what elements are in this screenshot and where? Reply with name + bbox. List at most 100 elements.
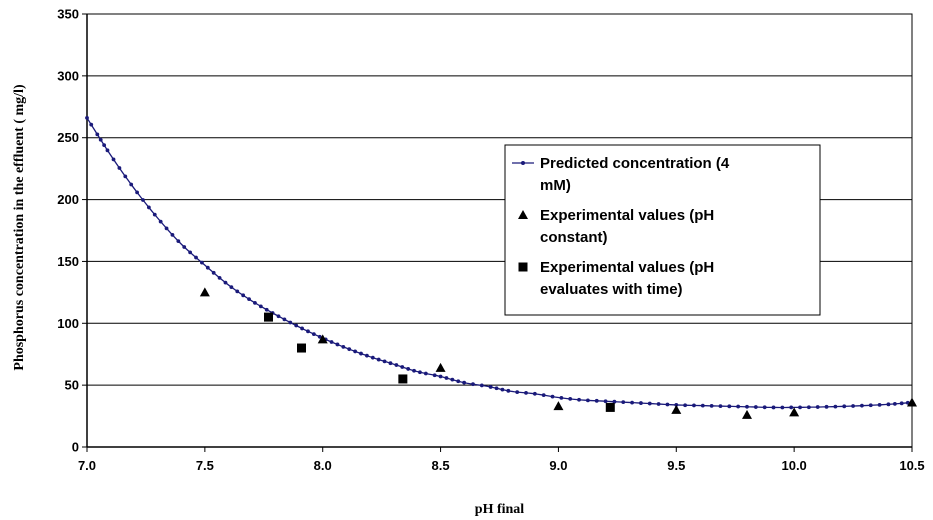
y-axis-title: Phosphorus concentration in the effluent…	[12, 84, 27, 371]
predicted-concentration-point	[621, 400, 626, 405]
experimental-varying-ph-square	[605, 402, 615, 412]
predicted-concentration-point	[568, 397, 573, 401]
predicted-concentration-point	[306, 329, 310, 334]
predicted-concentration-point	[182, 245, 187, 249]
predicted-concentration-point	[630, 400, 634, 405]
predicted-concentration-point	[229, 285, 234, 290]
ticks-layer: 0 50 100 150 200 250 300 350 7.0 7.5 8.0 8.5 9.0 9.5 1…	[57, 7, 924, 474]
predicted-concentration-point	[471, 382, 475, 387]
predicted-concentration-point	[762, 405, 767, 410]
predicted-concentration-point	[683, 403, 688, 408]
x-tick-label: 8.5	[432, 458, 450, 473]
predicted-concentration-point	[412, 368, 416, 373]
predicted-concentration-point	[709, 403, 714, 408]
x-tick-label: 9.5	[667, 458, 685, 473]
predicted-concentration-point	[550, 394, 555, 399]
predicted-concentration-point	[736, 404, 741, 409]
experimental-constant-ph-triangle	[671, 404, 682, 414]
x-tick-label: 10.5	[899, 458, 924, 473]
predicted-concentration-point	[141, 198, 145, 202]
predicted-concentration-point	[400, 365, 405, 369]
predicted-concentration-point	[532, 391, 537, 396]
experimental-constant-ph-triangle	[199, 287, 210, 297]
legend-symbol-triangle	[518, 210, 528, 219]
predicted-concentration-point	[506, 388, 511, 393]
predicted-concentration-point	[541, 393, 546, 398]
predicted-concentration-point	[892, 401, 897, 406]
axes-layer	[86, 13, 913, 448]
predicted-concentration-point	[488, 385, 493, 389]
predicted-concentration-point	[559, 395, 564, 400]
predicted-concentration-point	[824, 404, 829, 409]
predicted-concentration-point	[515, 390, 520, 394]
predicted-concentration-point	[382, 359, 387, 364]
legend-label: mM)	[540, 177, 571, 194]
predicted-concentration-point	[406, 367, 411, 371]
predicted-concentration-point	[585, 398, 590, 403]
x-tick-label: 7.5	[196, 458, 214, 473]
predicted-concentration-point	[288, 320, 293, 325]
y-tick-label: 100	[57, 316, 79, 331]
predicted-concentration-point	[656, 402, 661, 406]
predicted-concentration-point	[745, 404, 749, 409]
predicted-concentration-point	[123, 174, 128, 179]
predicted-concentration-point	[886, 402, 891, 407]
predicted-concentration-point	[639, 401, 643, 405]
predicted-concentration-point	[223, 280, 228, 285]
predicted-concentration-point	[438, 374, 443, 379]
predicted-concentration-point	[247, 297, 251, 302]
experimental-constant-ph-triangle	[742, 409, 752, 419]
legend-symbol-square	[518, 262, 528, 272]
predicted-concentration-point	[394, 363, 399, 367]
predicted-concentration-point	[500, 387, 505, 392]
predicted-concentration-point	[85, 116, 89, 120]
predicted-concentration-point	[594, 398, 599, 403]
x-tick-label: 7.0	[78, 458, 96, 473]
predicted-concentration-point	[833, 404, 838, 409]
experimental-constant-ph-triangle	[553, 401, 564, 411]
predicted-concentration-point	[851, 404, 855, 408]
y-tick-label: 300	[57, 68, 79, 83]
predicted-concentration-point	[294, 323, 299, 328]
predicted-concentration-point	[753, 405, 758, 409]
series-layer	[85, 116, 917, 419]
legend-label: constant)	[540, 229, 608, 246]
predicted-concentration-point	[877, 402, 882, 407]
predicted-concentration-point	[235, 289, 240, 294]
predicted-concentration-point	[418, 370, 422, 375]
predicted-concentration-point	[462, 380, 467, 385]
predicted-concentration-point	[359, 351, 363, 356]
predicted-concentration-point	[370, 355, 375, 360]
legend-box	[504, 144, 821, 316]
x-tick-label: 8.0	[314, 458, 332, 473]
predicted-concentration-point	[98, 137, 103, 142]
x-axis-title: pH final	[475, 502, 525, 517]
predicted-concentration-point	[194, 255, 198, 260]
predicted-concentration-point	[494, 386, 499, 391]
predicted-concentration-point	[95, 132, 100, 137]
predicted-concentration-point	[365, 353, 369, 358]
experimental-constant-ph-triangle	[435, 362, 446, 372]
predicted-concentration-point	[264, 307, 269, 312]
legend: Predicted concentration (4 mM) Experimenta…	[504, 144, 821, 316]
y-tick-label: 150	[57, 254, 79, 269]
experimental-varying-ph-square	[398, 374, 408, 384]
predicted-concentration-point	[450, 377, 455, 382]
predicted-concentration-point	[241, 293, 246, 298]
y-tick-label: 50	[65, 378, 79, 393]
predicted-concentration-point	[798, 405, 802, 410]
predicted-concentration-point	[899, 401, 904, 406]
predicted-concentration-point	[860, 403, 864, 408]
predicted-concentration-point	[89, 122, 94, 127]
predicted-concentration-point	[353, 349, 358, 354]
predicted-concentration-point	[692, 403, 696, 408]
predicted-concentration-point	[432, 373, 437, 378]
predicted-concentration-point	[188, 250, 193, 255]
experimental-constant-ph-triangle	[317, 334, 328, 344]
predicted-concentration-point	[205, 265, 210, 270]
predicted-concentration-point	[423, 371, 428, 376]
legend-label: Experimental values (pH	[540, 259, 714, 276]
y-tick-label: 350	[57, 7, 79, 22]
predicted-concentration-point	[388, 361, 393, 366]
predicted-concentration-point	[780, 405, 785, 410]
